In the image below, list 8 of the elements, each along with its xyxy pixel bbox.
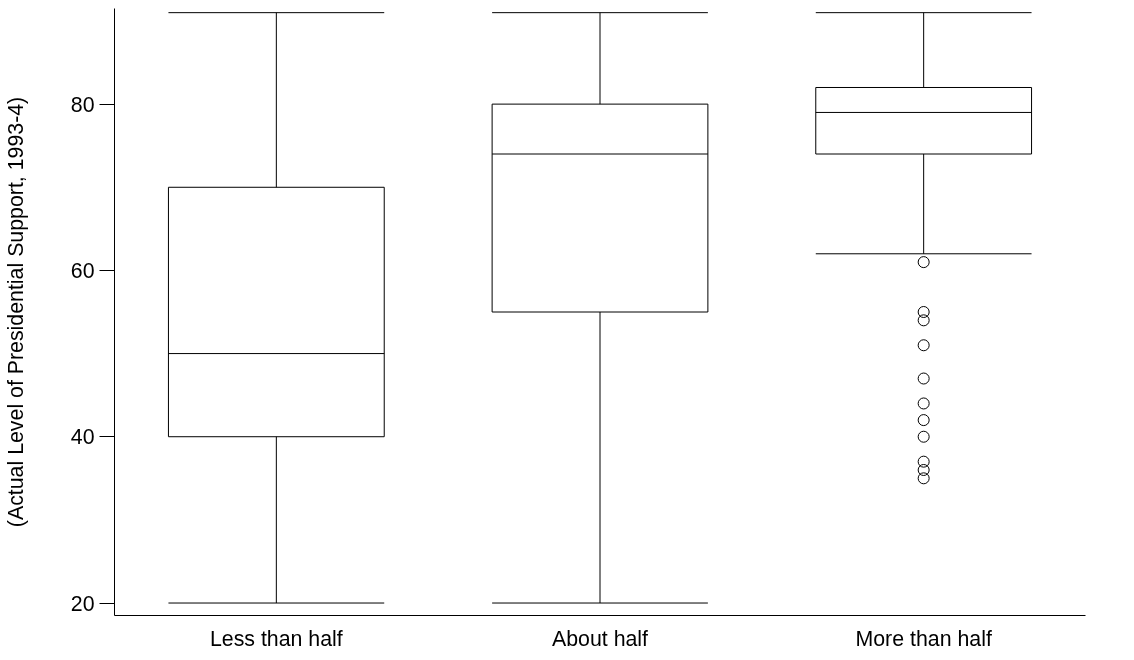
y-axis-title: (Actual Level of Presidential Support, 1993-4) xyxy=(3,96,28,528)
x-tick-label: About half xyxy=(551,626,649,651)
y-tick-label: 60 xyxy=(70,258,95,283)
y-tick-label: 80 xyxy=(70,92,95,117)
y-tick-label: 20 xyxy=(70,591,95,616)
x-tick-label: More than half xyxy=(855,626,992,651)
y-tick-label: 40 xyxy=(70,425,95,450)
x-tick-label: Less than half xyxy=(209,626,343,651)
